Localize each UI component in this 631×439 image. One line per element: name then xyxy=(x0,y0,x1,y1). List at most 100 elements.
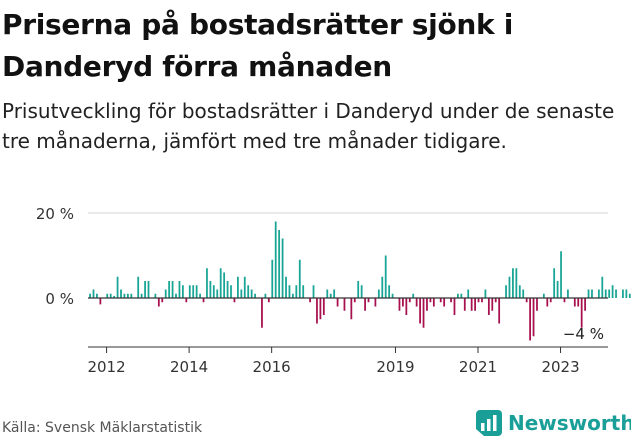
bar xyxy=(240,289,243,298)
bar xyxy=(584,298,586,311)
bar xyxy=(587,289,590,298)
bar xyxy=(302,285,305,298)
bar xyxy=(415,298,418,307)
bar xyxy=(285,276,287,298)
bar xyxy=(154,293,157,298)
chart-subtitle: Prisutveckling för bostadsrätter i Dande… xyxy=(2,99,615,153)
bar xyxy=(573,298,576,307)
bar xyxy=(109,293,112,298)
bar xyxy=(171,281,174,298)
bar xyxy=(116,276,119,298)
bar xyxy=(295,285,298,298)
bar xyxy=(178,281,181,298)
bar xyxy=(419,298,421,324)
bar xyxy=(457,293,459,298)
newsworthy-icon xyxy=(476,410,502,436)
bar xyxy=(199,293,201,298)
bar xyxy=(195,285,198,298)
bar xyxy=(412,293,415,298)
bar xyxy=(113,295,116,299)
bar xyxy=(518,285,521,298)
bar xyxy=(608,289,611,298)
bar xyxy=(274,221,277,298)
bar xyxy=(597,289,600,298)
bar xyxy=(450,298,452,303)
bar xyxy=(126,293,129,298)
bar xyxy=(494,298,497,303)
bar xyxy=(168,281,171,298)
bar xyxy=(281,238,284,298)
brand-name: Newsworthy xyxy=(508,411,631,435)
bar xyxy=(384,255,387,298)
bar xyxy=(92,289,95,298)
y-tick-label: 20 % xyxy=(36,205,74,223)
bar xyxy=(336,298,339,307)
bar xyxy=(261,298,263,328)
bar xyxy=(89,293,91,298)
bar xyxy=(402,298,404,307)
bar xyxy=(563,298,566,303)
bar xyxy=(367,298,370,303)
bar xyxy=(556,281,559,298)
y-tick-label: 0 % xyxy=(45,290,74,308)
bar xyxy=(553,268,556,298)
bar xyxy=(508,276,511,298)
bar xyxy=(192,285,195,298)
bar xyxy=(505,285,507,298)
bar xyxy=(463,298,466,311)
bar xyxy=(374,298,377,307)
bar xyxy=(243,276,246,298)
bar xyxy=(137,276,140,298)
bar xyxy=(333,289,336,298)
bar xyxy=(429,298,432,303)
bar xyxy=(481,298,483,303)
bar xyxy=(467,289,470,298)
bar xyxy=(542,293,545,298)
x-tick-label: 2019 xyxy=(376,358,414,376)
bar xyxy=(532,298,535,337)
bar xyxy=(477,298,480,303)
bar xyxy=(292,293,294,298)
bar xyxy=(522,289,525,298)
bar xyxy=(601,276,604,298)
bar xyxy=(206,268,208,298)
bar xyxy=(343,298,346,311)
bar xyxy=(622,289,624,298)
bar xyxy=(426,298,428,311)
bar xyxy=(350,298,353,320)
bar xyxy=(625,289,628,298)
bar xyxy=(567,289,569,298)
x-tick-label: 2016 xyxy=(253,358,291,376)
bar xyxy=(267,298,270,303)
bar xyxy=(357,281,360,298)
bar xyxy=(525,298,528,303)
bar xyxy=(487,298,490,315)
bar xyxy=(219,268,222,298)
bar xyxy=(432,298,435,307)
bar xyxy=(491,298,494,311)
bar xyxy=(316,298,318,324)
bar xyxy=(577,298,580,307)
bar xyxy=(164,289,167,298)
bar xyxy=(329,293,332,298)
bar xyxy=(130,293,133,298)
bar xyxy=(536,298,538,311)
bar xyxy=(580,298,583,328)
bar xyxy=(96,293,98,298)
bar xyxy=(99,298,102,305)
bar xyxy=(237,276,239,298)
newsworthy-logo: Newsworthy xyxy=(476,408,631,438)
bar xyxy=(611,285,614,298)
bar xyxy=(353,298,356,303)
bar xyxy=(233,298,236,303)
bar xyxy=(188,285,191,298)
bar xyxy=(226,281,229,298)
bar xyxy=(202,298,205,303)
x-tick-label: 2014 xyxy=(170,358,208,376)
bar xyxy=(120,289,122,298)
bar xyxy=(309,298,311,303)
bar xyxy=(498,298,501,324)
bar xyxy=(628,293,631,298)
bar xyxy=(147,281,150,298)
bar xyxy=(209,281,212,298)
